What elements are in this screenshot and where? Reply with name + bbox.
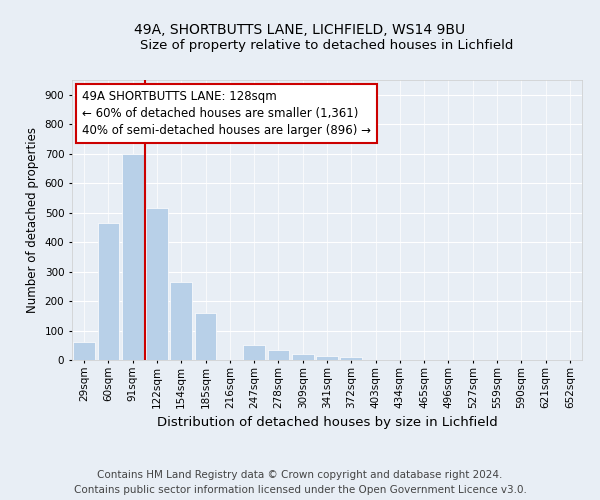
Y-axis label: Number of detached properties: Number of detached properties xyxy=(26,127,39,313)
Bar xyxy=(122,154,143,360)
Bar xyxy=(292,354,314,360)
Bar xyxy=(73,342,95,360)
Text: 49A, SHORTBUTTS LANE, LICHFIELD, WS14 9BU: 49A, SHORTBUTTS LANE, LICHFIELD, WS14 9B… xyxy=(134,22,466,36)
X-axis label: Distribution of detached houses by size in Lichfield: Distribution of detached houses by size … xyxy=(157,416,497,429)
Text: 49A SHORTBUTTS LANE: 128sqm
← 60% of detached houses are smaller (1,361)
40% of : 49A SHORTBUTTS LANE: 128sqm ← 60% of det… xyxy=(82,90,371,137)
Text: Contains HM Land Registry data © Crown copyright and database right 2024.
Contai: Contains HM Land Registry data © Crown c… xyxy=(74,470,526,495)
Bar xyxy=(170,282,192,360)
Bar xyxy=(243,346,265,360)
Bar xyxy=(146,208,168,360)
Bar xyxy=(316,356,338,360)
Bar xyxy=(340,357,362,360)
Bar xyxy=(268,350,289,360)
Bar xyxy=(194,313,217,360)
Bar xyxy=(97,223,119,360)
Title: Size of property relative to detached houses in Lichfield: Size of property relative to detached ho… xyxy=(140,40,514,52)
